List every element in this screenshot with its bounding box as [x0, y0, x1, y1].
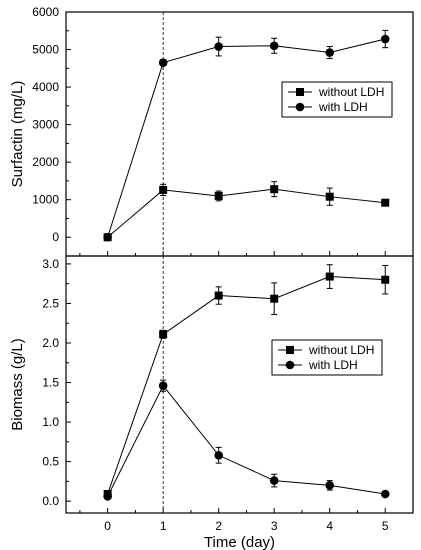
x-tick-label: 0 [104, 519, 111, 533]
data-point [158, 381, 168, 390]
data-point [380, 34, 390, 44]
panel-biomass: 0.0 0.5 1.0 1.5 2.0 2.5 3.0 0 1 2 3 4 5 Biomass (g/L)… [9, 255, 414, 550]
data-point [381, 198, 390, 207]
series-line [107, 38, 386, 238]
data-point [103, 232, 112, 242]
legend-marker [286, 346, 294, 354]
data-point [325, 481, 335, 490]
data-point [381, 275, 390, 284]
data-point [270, 294, 279, 303]
y-tick-label: 0.0 [42, 494, 59, 508]
y-tick-label: 2.0 [42, 336, 59, 350]
x-tick-label: 2 [215, 519, 222, 533]
data-point [269, 476, 279, 485]
data-point [325, 192, 334, 201]
data-point [270, 185, 279, 194]
data-point [325, 48, 335, 57]
legend-marker [296, 88, 304, 96]
data-point [159, 330, 168, 339]
data-point [158, 58, 168, 67]
y-tick-label: 0 [52, 230, 59, 244]
legend-label: with LDH [308, 358, 358, 372]
y-tick-label: 4000 [32, 80, 59, 94]
legend-marker [285, 360, 295, 370]
legend-label: with LDH [318, 100, 368, 114]
y-tick-label: 1000 [32, 193, 59, 207]
y-tick-label: 1.0 [42, 415, 59, 429]
x-axis-label: Time (day) [204, 534, 275, 550]
data-point [214, 42, 223, 51]
y-tick-label: 5000 [32, 43, 59, 57]
series-line [107, 188, 386, 238]
y-axis-label: Surfactin (mg/L) [9, 81, 26, 188]
x-tick-label: 4 [326, 519, 333, 533]
y-tick-label: 3000 [32, 118, 59, 132]
data-point [214, 450, 223, 460]
x-tick-label: 5 [382, 519, 389, 533]
data-point [325, 272, 334, 281]
y-tick-label: 2.5 [42, 296, 59, 310]
series-line [107, 276, 386, 495]
data-point [269, 41, 279, 51]
data-point [214, 291, 223, 300]
y-tick-label: 3.0 [42, 257, 59, 271]
data-point [380, 489, 390, 499]
plot-frame [65, 255, 414, 514]
x-tick-label: 3 [271, 519, 278, 533]
y-tick-label: 6000 [32, 5, 59, 19]
y-tick-label: 0.5 [42, 455, 59, 469]
data-point [103, 492, 112, 501]
data-point [159, 185, 168, 194]
y-tick-label: 2000 [32, 155, 59, 169]
plot-frame [65, 11, 414, 257]
x-tick-label: 1 [160, 519, 167, 533]
data-point [214, 191, 223, 200]
series-line [107, 384, 386, 497]
legend-label: without LDH [318, 85, 384, 99]
y-tick-label: 1.5 [42, 376, 59, 390]
y-axis-label: Biomass (g/L) [9, 338, 26, 431]
legend-label: without LDH [308, 343, 374, 357]
panel-surfactin: 0 1000 2000 3000 4000 5000 6000 Surfactin (mg/L… [9, 5, 414, 257]
legend-marker [295, 102, 305, 112]
